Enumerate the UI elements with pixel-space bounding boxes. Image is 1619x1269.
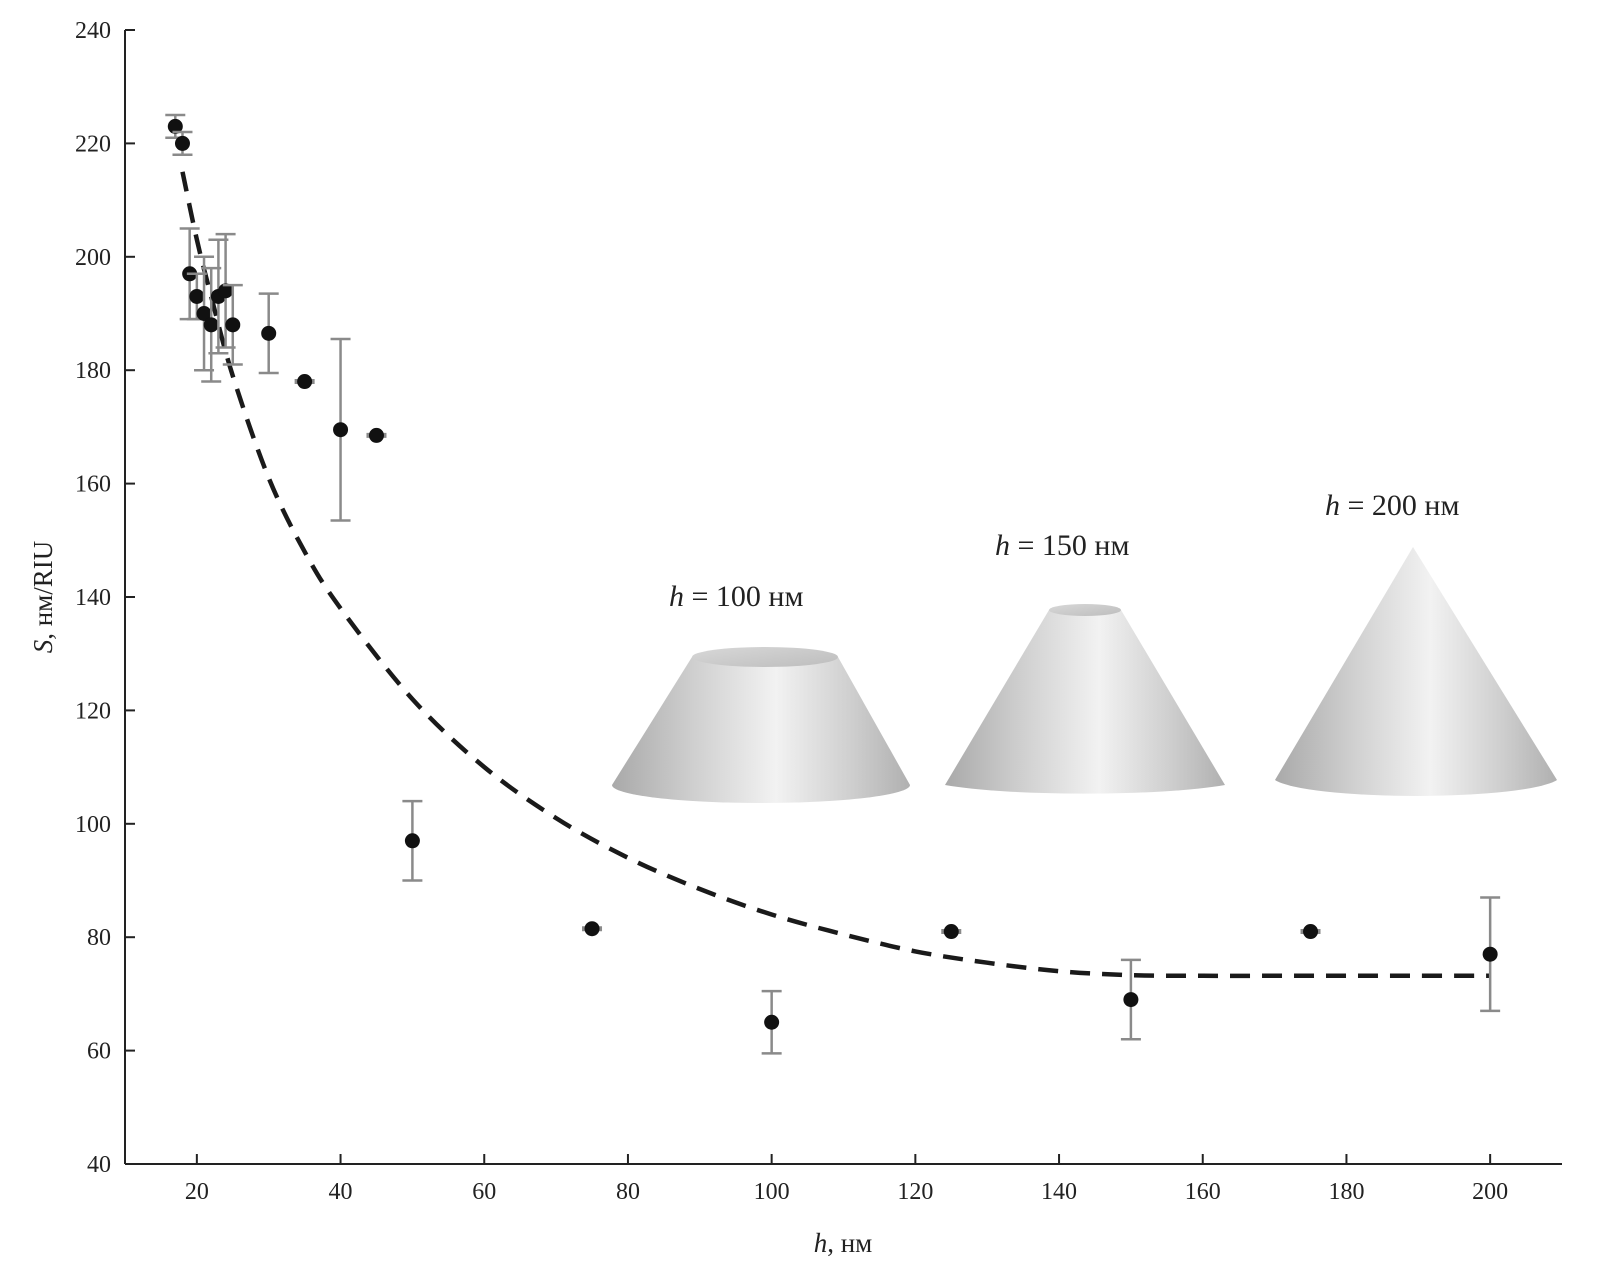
marker-13 (404, 833, 420, 849)
x-tick-label-60: 60 (472, 1179, 496, 1205)
data-point-13 (402, 799, 423, 882)
cone-h100 (612, 647, 910, 803)
data-point-19 (1480, 896, 1501, 1013)
marker-3 (189, 288, 205, 304)
data-point-17 (1120, 958, 1141, 1041)
x-tick-label-40: 40 (329, 1179, 353, 1205)
x-tick-label-20: 20 (185, 1179, 209, 1205)
marker-16 (943, 924, 959, 940)
data-point-7 (215, 232, 236, 349)
marker-8 (225, 317, 241, 333)
y-tick-label-180: 180 (75, 358, 111, 384)
data-point-14 (582, 921, 603, 937)
cone-h150 (945, 604, 1225, 794)
x-tick-label-100: 100 (754, 1179, 790, 1205)
cone-illustrations (612, 547, 1557, 803)
marker-18 (1303, 924, 1319, 940)
marker-14 (584, 921, 600, 937)
y-tick-label-60: 60 (87, 1039, 111, 1065)
y-tick-label-240: 240 (75, 18, 111, 44)
y-tick-label-220: 220 (75, 131, 111, 157)
data-point-11 (330, 337, 351, 522)
marker-9 (261, 325, 277, 341)
x-tick-label-180: 180 (1328, 1179, 1364, 1205)
marker-17 (1123, 992, 1139, 1008)
y-ticks: 40 60 80 100 120 140 160 180 200 220 240 (75, 18, 135, 1178)
fit-curve-dashed (180, 171, 1491, 979)
annotation-h100: h = 100 нм (669, 580, 803, 613)
y-tick-label-160: 160 (75, 472, 111, 498)
data-point-8 (222, 283, 243, 366)
x-tick-label-80: 80 (616, 1179, 640, 1205)
x-tick-label-160: 160 (1185, 1179, 1221, 1205)
y-tick-label-140: 140 (75, 585, 111, 611)
x-ticks: 20 40 60 80 100 120 140 160 180 200 (185, 1154, 1508, 1205)
marker-10 (297, 374, 313, 390)
x-axis-label: h, нм (814, 1228, 873, 1258)
data-point-16 (941, 924, 962, 940)
y-tick-label-100: 100 (75, 812, 111, 838)
data-points-layer (165, 113, 1501, 1055)
y-tick-label-40: 40 (87, 1152, 111, 1178)
x-tick-label-120: 120 (897, 1179, 933, 1205)
data-point-15 (761, 989, 782, 1055)
data-point-0 (165, 113, 186, 139)
marker-5 (203, 317, 219, 333)
marker-0 (167, 118, 183, 134)
fit-curve-layer (180, 171, 1491, 979)
x-tick-label-200: 200 (1472, 1179, 1508, 1205)
y-axis-label: S, нм/RIU (28, 541, 58, 654)
marker-1 (174, 135, 190, 151)
marker-4 (196, 306, 212, 321)
marker-19 (1482, 946, 1498, 962)
annotation-h200: h = 200 нм (1325, 489, 1459, 522)
marker-11 (333, 422, 349, 438)
cone-h200 (1275, 547, 1557, 796)
data-point-18 (1300, 924, 1321, 940)
annotation-h150: h = 150 нм (995, 529, 1129, 562)
y-tick-label-120: 120 (75, 698, 111, 724)
y-tick-label-200: 200 (75, 245, 111, 271)
y-tick-label-80: 80 (87, 925, 111, 951)
data-point-12 (366, 427, 387, 443)
data-point-1 (172, 130, 193, 156)
marker-15 (764, 1014, 780, 1030)
data-point-9 (258, 292, 279, 375)
axes: 20 40 60 80 100 120 140 160 180 200 40 60 80 100 120 1… (75, 18, 1562, 1205)
x-tick-label-140: 140 (1041, 1179, 1077, 1205)
marker-7 (218, 283, 234, 299)
data-point-4 (194, 255, 215, 372)
marker-12 (368, 427, 384, 443)
data-point-10 (294, 374, 315, 390)
